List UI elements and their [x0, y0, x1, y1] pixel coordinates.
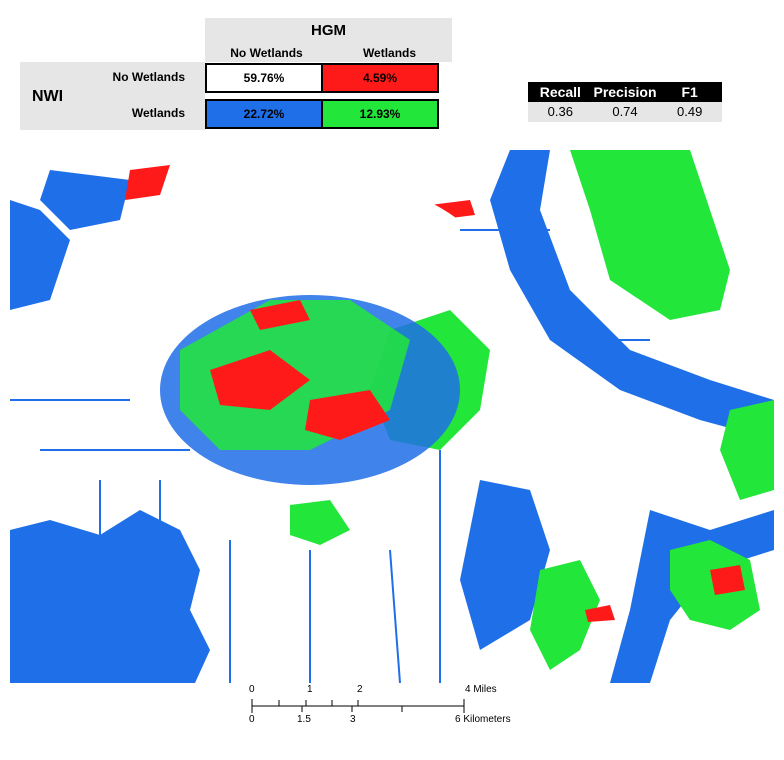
map-river-channel-loop — [67, 176, 523, 381]
hgm-title: HGM — [311, 22, 346, 39]
map-fn-region-northwest — [40, 170, 130, 230]
map-river-channel-bend — [70, 378, 262, 550]
metric-value-recall: 0.36 — [547, 104, 573, 119]
map-fp-patch-northwest — [125, 165, 170, 200]
map-tp-region-east — [720, 400, 774, 500]
scale-miles-1: 1 — [307, 684, 313, 695]
scale-bar-graphic — [251, 699, 465, 713]
map-tp-region-northeast — [570, 150, 730, 320]
metric-value-f1: 0.49 — [677, 104, 703, 119]
cell-true-negative: 59.76% — [205, 63, 323, 93]
map-fn-region-west — [10, 200, 70, 310]
nwi-row-no-wetlands: No Wetlands — [112, 70, 185, 84]
map-fn-region-southwest — [10, 510, 210, 683]
map-tp-region-south — [530, 560, 600, 670]
scale-miles-0: 0 — [249, 684, 255, 695]
metric-header-recall: Recall — [539, 84, 581, 100]
cell-false-negative: 22.72% — [205, 99, 323, 129]
metric-value-precision: 0.74 — [612, 104, 638, 119]
map-fp-patch-south — [585, 605, 615, 622]
map-fp-patch-center-east — [305, 390, 390, 440]
nwi-title: NWI — [32, 88, 64, 105]
hgm-col-wetlands: Wetlands — [362, 46, 417, 60]
metric-header-precision: Precision — [593, 84, 657, 100]
scale-km-3: 3 — [350, 714, 356, 725]
map-tp-region-center-south — [290, 500, 350, 545]
scale-km-1-5: 1.5 — [297, 714, 311, 725]
wetland-map — [10, 150, 774, 683]
wetland-map-canvas — [10, 150, 774, 683]
scale-bar: 0 1 2 4 Miles 0 1.5 3 6 Kilometers — [240, 684, 540, 726]
metric-header-f1: F1 — [681, 84, 698, 100]
cell-true-positive: 12.93% — [321, 99, 439, 129]
metrics-value-row: 0.36 0.74 0.49 — [528, 102, 722, 122]
map-river-south-center — [460, 480, 550, 650]
metrics-header-row: Recall Precision F1 — [528, 82, 722, 102]
scale-km-0: 0 — [249, 714, 255, 725]
map-fp-patch-north — [250, 300, 310, 330]
map-canal-lines — [10, 229, 650, 683]
scale-miles-4: 4 Miles — [465, 684, 497, 695]
map-fp-patch-center — [210, 350, 310, 410]
metrics-table: Recall Precision F1 0.36 0.74 0.49 — [528, 82, 722, 122]
map-fp-patch-southeast — [710, 565, 745, 595]
cell-false-positive: 4.59% — [321, 63, 439, 93]
hgm-col-no-wetlands: No Wetlands — [230, 46, 303, 60]
hgm-header: HGM No Wetlands Wetlands — [205, 18, 452, 62]
nwi-row-wetlands: Wetlands — [131, 106, 185, 120]
scale-miles-2: 2 — [357, 684, 363, 695]
scale-km-6: 6 Kilometers — [455, 714, 511, 725]
nwi-header: NWI No Wetlands Wetlands — [20, 62, 205, 130]
